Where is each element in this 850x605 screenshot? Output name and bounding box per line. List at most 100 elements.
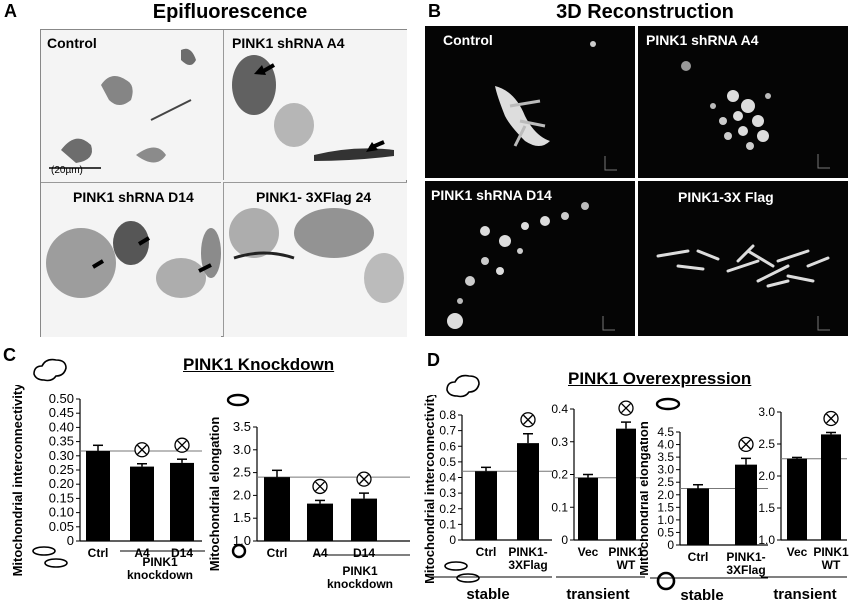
y-tick-label: 2.0 — [758, 469, 775, 483]
recon-d14-mito — [447, 202, 615, 331]
y-tick-label: 0.5 — [657, 525, 674, 539]
connected-mito-glyph-d — [446, 374, 480, 398]
significance-cross — [826, 413, 836, 424]
bar — [616, 428, 636, 540]
y-tick-label: 0 — [67, 533, 74, 548]
y-tick-label: 2.0 — [233, 487, 251, 502]
group-label: knockdown — [327, 577, 393, 591]
panel-a-image-grid: Control (20µm) PINK1 shRNA A4 PINK1 shRN… — [40, 29, 407, 337]
y-axis-title: Mitochondrial interconnectivity — [10, 385, 25, 576]
significance-cross — [621, 403, 631, 414]
panel-a-letter: A — [4, 1, 17, 21]
y-tick-label: 0.35 — [49, 434, 74, 449]
category-label: A4 — [134, 546, 150, 560]
panel-c-title: PINK1 Knockdown — [183, 355, 335, 374]
y-tick-label: 1.5 — [758, 501, 775, 515]
scale-bar-label: (20µm) — [51, 165, 83, 176]
y-tick-label: 3.0 — [657, 463, 674, 477]
y-tick-label: 0.4 — [551, 402, 568, 416]
y-tick-label: 2.5 — [758, 437, 775, 451]
category-label: WT — [617, 558, 636, 572]
category-label: PINK1- — [508, 545, 547, 559]
epi-a4-cells — [232, 55, 394, 161]
recon-control-mito — [495, 41, 617, 171]
panel-a-title: Epifluorescence — [152, 1, 308, 23]
bar — [170, 462, 194, 541]
category-label: Vec — [787, 545, 808, 559]
y-tick-label: 0.05 — [49, 519, 74, 534]
group-label: knockdown — [127, 568, 193, 582]
chart-c-elongation: 1.0 1.5 2.0 2.5 3.0 3.5 Mitochondrial elongati… — [207, 417, 410, 591]
recon-3xflag-label: PINK1-3X Flag — [678, 189, 774, 205]
y-tick-label: 0.8 — [439, 408, 456, 422]
bar — [307, 503, 333, 541]
category-label: Ctrl — [88, 546, 109, 560]
bar — [787, 458, 807, 540]
group-label: transient — [566, 586, 629, 603]
recon-d14-image: PINK1 shRNA D14 — [425, 181, 635, 336]
category-label: 3XFlag — [726, 563, 765, 577]
round-mito-glyph-c — [231, 543, 247, 559]
group-label: PINK1 — [342, 564, 378, 578]
y-tick-label: 1.5 — [233, 510, 251, 525]
recon-d14-label: PINK1 shRNA D14 — [431, 187, 552, 203]
y-axis-title: Mitochondrial elongation — [207, 417, 222, 572]
category-label: PINK1 — [813, 545, 849, 559]
significance-cross — [315, 481, 325, 492]
recon-a4-label: PINK1 shRNA A4 — [646, 32, 759, 48]
bar — [351, 498, 377, 541]
bar — [86, 450, 110, 541]
category-label: PINK1 — [608, 545, 644, 559]
y-tick-label: 3.5 — [233, 419, 251, 434]
panel-d-title: PINK1 Overexpression — [568, 369, 752, 388]
y-tick-label: 0.5 — [439, 455, 456, 469]
y-tick-label: 2.0 — [657, 488, 674, 502]
epi-d14-cells — [46, 221, 221, 298]
significance-cross — [359, 474, 369, 485]
group-label: stable — [680, 587, 723, 604]
y-tick-label: 0.50 — [49, 391, 74, 406]
recon-control-label: Control — [443, 32, 493, 48]
y-axis-title: Mitochondrial elongation — [640, 421, 651, 576]
significance-cross — [741, 439, 751, 450]
recon-a4-mito — [681, 61, 830, 169]
epi-3xflag-cells — [229, 208, 404, 303]
group-label: transient — [773, 586, 836, 603]
category-label: PINK1- — [726, 550, 765, 564]
significance-cross — [523, 414, 533, 425]
y-tick-label: 4.0 — [657, 438, 674, 452]
bar — [687, 488, 709, 545]
recon-control-image: Control — [425, 26, 635, 178]
panel-d-letter: D — [427, 350, 440, 370]
epi-d14-image: PINK1 shRNA D14 — [41, 182, 221, 337]
category-label: Ctrl — [688, 550, 709, 564]
category-label: A4 — [312, 546, 328, 560]
category-label: 3XFlag — [508, 558, 547, 572]
y-tick-label: 1.0 — [657, 513, 674, 527]
epi-a4-image: PINK1 shRNA A4 — [223, 30, 407, 180]
panel-b-letter: B — [428, 1, 441, 21]
elongated-mito-glyph-c — [226, 393, 250, 407]
y-tick-label: 0.20 — [49, 476, 74, 491]
fragmented-mito-glyph-d — [444, 561, 480, 583]
y-tick-label: 0.10 — [49, 505, 74, 520]
bar — [130, 466, 154, 541]
fragmented-mito-glyph-c — [32, 546, 68, 568]
connected-mito-glyph-c — [33, 358, 67, 382]
y-tick-label: 0.3 — [439, 486, 456, 500]
bar — [264, 477, 290, 541]
epi-3xflag-image: PINK1- 3XFlag 24 — [223, 182, 407, 337]
category-label: D14 — [171, 546, 193, 560]
bar — [735, 464, 757, 545]
epi-control-cells — [49, 48, 196, 169]
recon-3xflag-image: PINK1-3X Flag — [638, 181, 848, 336]
y-tick-label: 3.5 — [657, 450, 674, 464]
group-label: stable — [466, 586, 509, 603]
epi-control-label: Control — [47, 35, 97, 51]
category-label: Ctrl — [267, 546, 288, 560]
category-label: D14 — [353, 546, 375, 560]
y-tick-label: 4.5 — [657, 425, 674, 439]
y-axis-title: Mitochondrial interconnectivity — [422, 395, 437, 584]
